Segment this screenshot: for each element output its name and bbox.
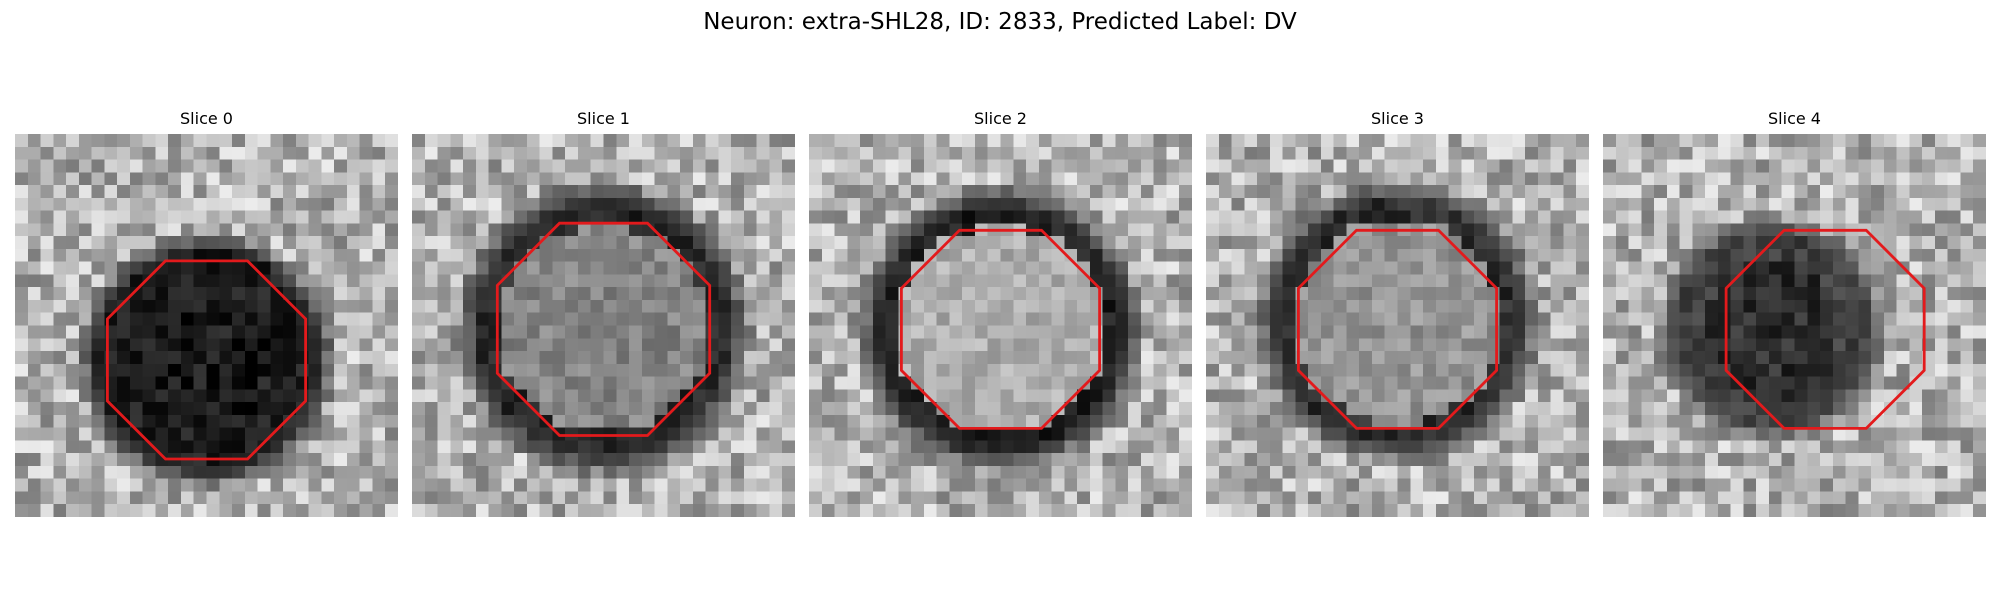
slice-title: Slice 2 [974,109,1027,128]
slice-title: Slice 1 [577,109,630,128]
slice-title: Slice 0 [180,109,233,128]
slice-title: Slice 4 [1768,109,1821,128]
slice-image [1603,134,1986,517]
slice-image [1206,134,1589,517]
slice-image [809,134,1192,517]
slice-image [412,134,795,517]
figure-title: Neuron: extra-SHL28, ID: 2833, Predicted… [703,9,1297,35]
slice-title: Slice 3 [1371,109,1424,128]
slice-image [15,134,398,517]
